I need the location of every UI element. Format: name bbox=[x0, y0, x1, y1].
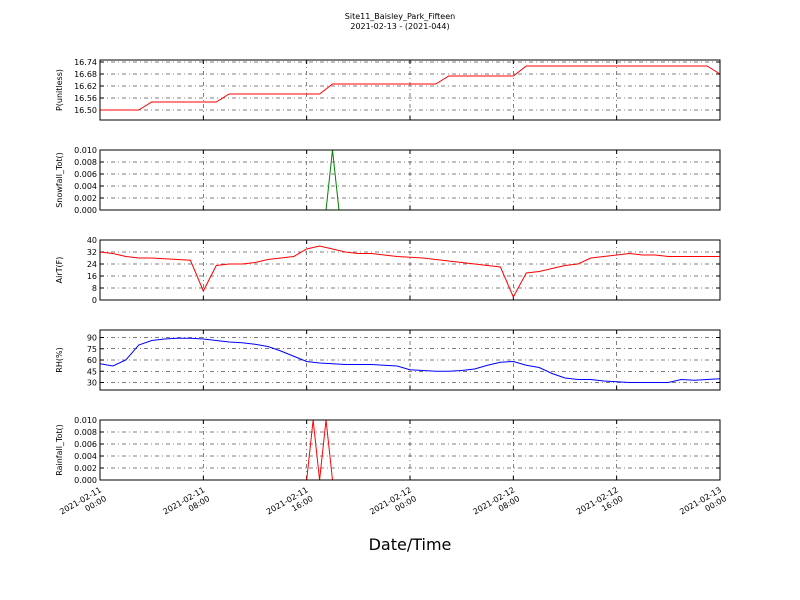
y-axis-label: P(unitless) bbox=[55, 69, 64, 111]
y-tick-label: 16.62 bbox=[74, 82, 97, 91]
y-tick-label: 0.002 bbox=[74, 464, 97, 473]
y-axis-label: RH(%) bbox=[55, 347, 64, 372]
y-tick-label: 16.68 bbox=[74, 70, 97, 79]
y-tick-label: 32 bbox=[87, 248, 97, 257]
y-tick-label: 0.008 bbox=[74, 158, 97, 167]
x-tick-label: 2021-02-1300:00 bbox=[678, 485, 728, 525]
y-axis-label: Snowfall_Tot() bbox=[55, 152, 64, 208]
y-tick-label: 16.50 bbox=[74, 106, 97, 115]
plot-frame bbox=[99, 239, 721, 301]
y-tick-label: 0.004 bbox=[74, 452, 97, 461]
y-tick-label: 0 bbox=[92, 296, 97, 305]
chart-title: Site11_Baisley_Park_Fifteen bbox=[345, 12, 455, 21]
y-tick-label: 8 bbox=[92, 284, 97, 293]
y-tick-label: 0.006 bbox=[74, 170, 97, 179]
y-tick-label: 0.008 bbox=[74, 428, 97, 437]
y-tick-label: 0.000 bbox=[74, 476, 97, 485]
y-tick-label: 40 bbox=[87, 236, 97, 245]
y-tick-label: 0.010 bbox=[74, 416, 97, 425]
y-tick-label: 60 bbox=[87, 356, 97, 365]
x-tick-label: 2021-02-1208:00 bbox=[472, 485, 522, 525]
y-tick-label: 0.004 bbox=[74, 182, 97, 191]
y-tick-label: 0.006 bbox=[74, 440, 97, 449]
plot-frame bbox=[99, 329, 721, 391]
y-tick-label: 24 bbox=[87, 260, 97, 269]
y-tick-label: 75 bbox=[87, 345, 97, 354]
y-tick-label: 30 bbox=[87, 379, 97, 388]
y-tick-label: 16.56 bbox=[74, 94, 97, 103]
x-tick-label: 2021-02-1200:00 bbox=[368, 485, 418, 525]
y-tick-label: 0.002 bbox=[74, 194, 97, 203]
x-tick-label: 2021-02-1108:00 bbox=[162, 485, 212, 525]
plot-frame bbox=[99, 149, 721, 211]
plot-frame bbox=[99, 59, 721, 121]
y-tick-label: 0.000 bbox=[74, 206, 97, 215]
x-tick-label: 2021-02-1216:00 bbox=[575, 485, 625, 525]
y-tick-label: 90 bbox=[87, 334, 97, 343]
y-tick-label: 16.74 bbox=[74, 58, 97, 67]
data-line bbox=[100, 65, 721, 111]
chart-subtitle: 2021-02-13 - (2021-044) bbox=[350, 22, 449, 31]
x-tick-label: 2021-02-1100:00 bbox=[58, 485, 108, 525]
y-tick-label: 45 bbox=[87, 367, 97, 376]
y-tick-label: 0.010 bbox=[74, 146, 97, 155]
plot-frame bbox=[99, 419, 721, 481]
data-line bbox=[99, 337, 721, 383]
y-tick-label: 16 bbox=[87, 272, 97, 281]
data-line bbox=[99, 245, 720, 299]
x-axis-label: Date/Time bbox=[369, 535, 452, 554]
y-axis-label: Rainfall_Tot() bbox=[55, 424, 64, 476]
y-axis-label: AirT(F) bbox=[55, 257, 64, 284]
x-tick-label: 2021-02-1116:00 bbox=[265, 485, 315, 525]
